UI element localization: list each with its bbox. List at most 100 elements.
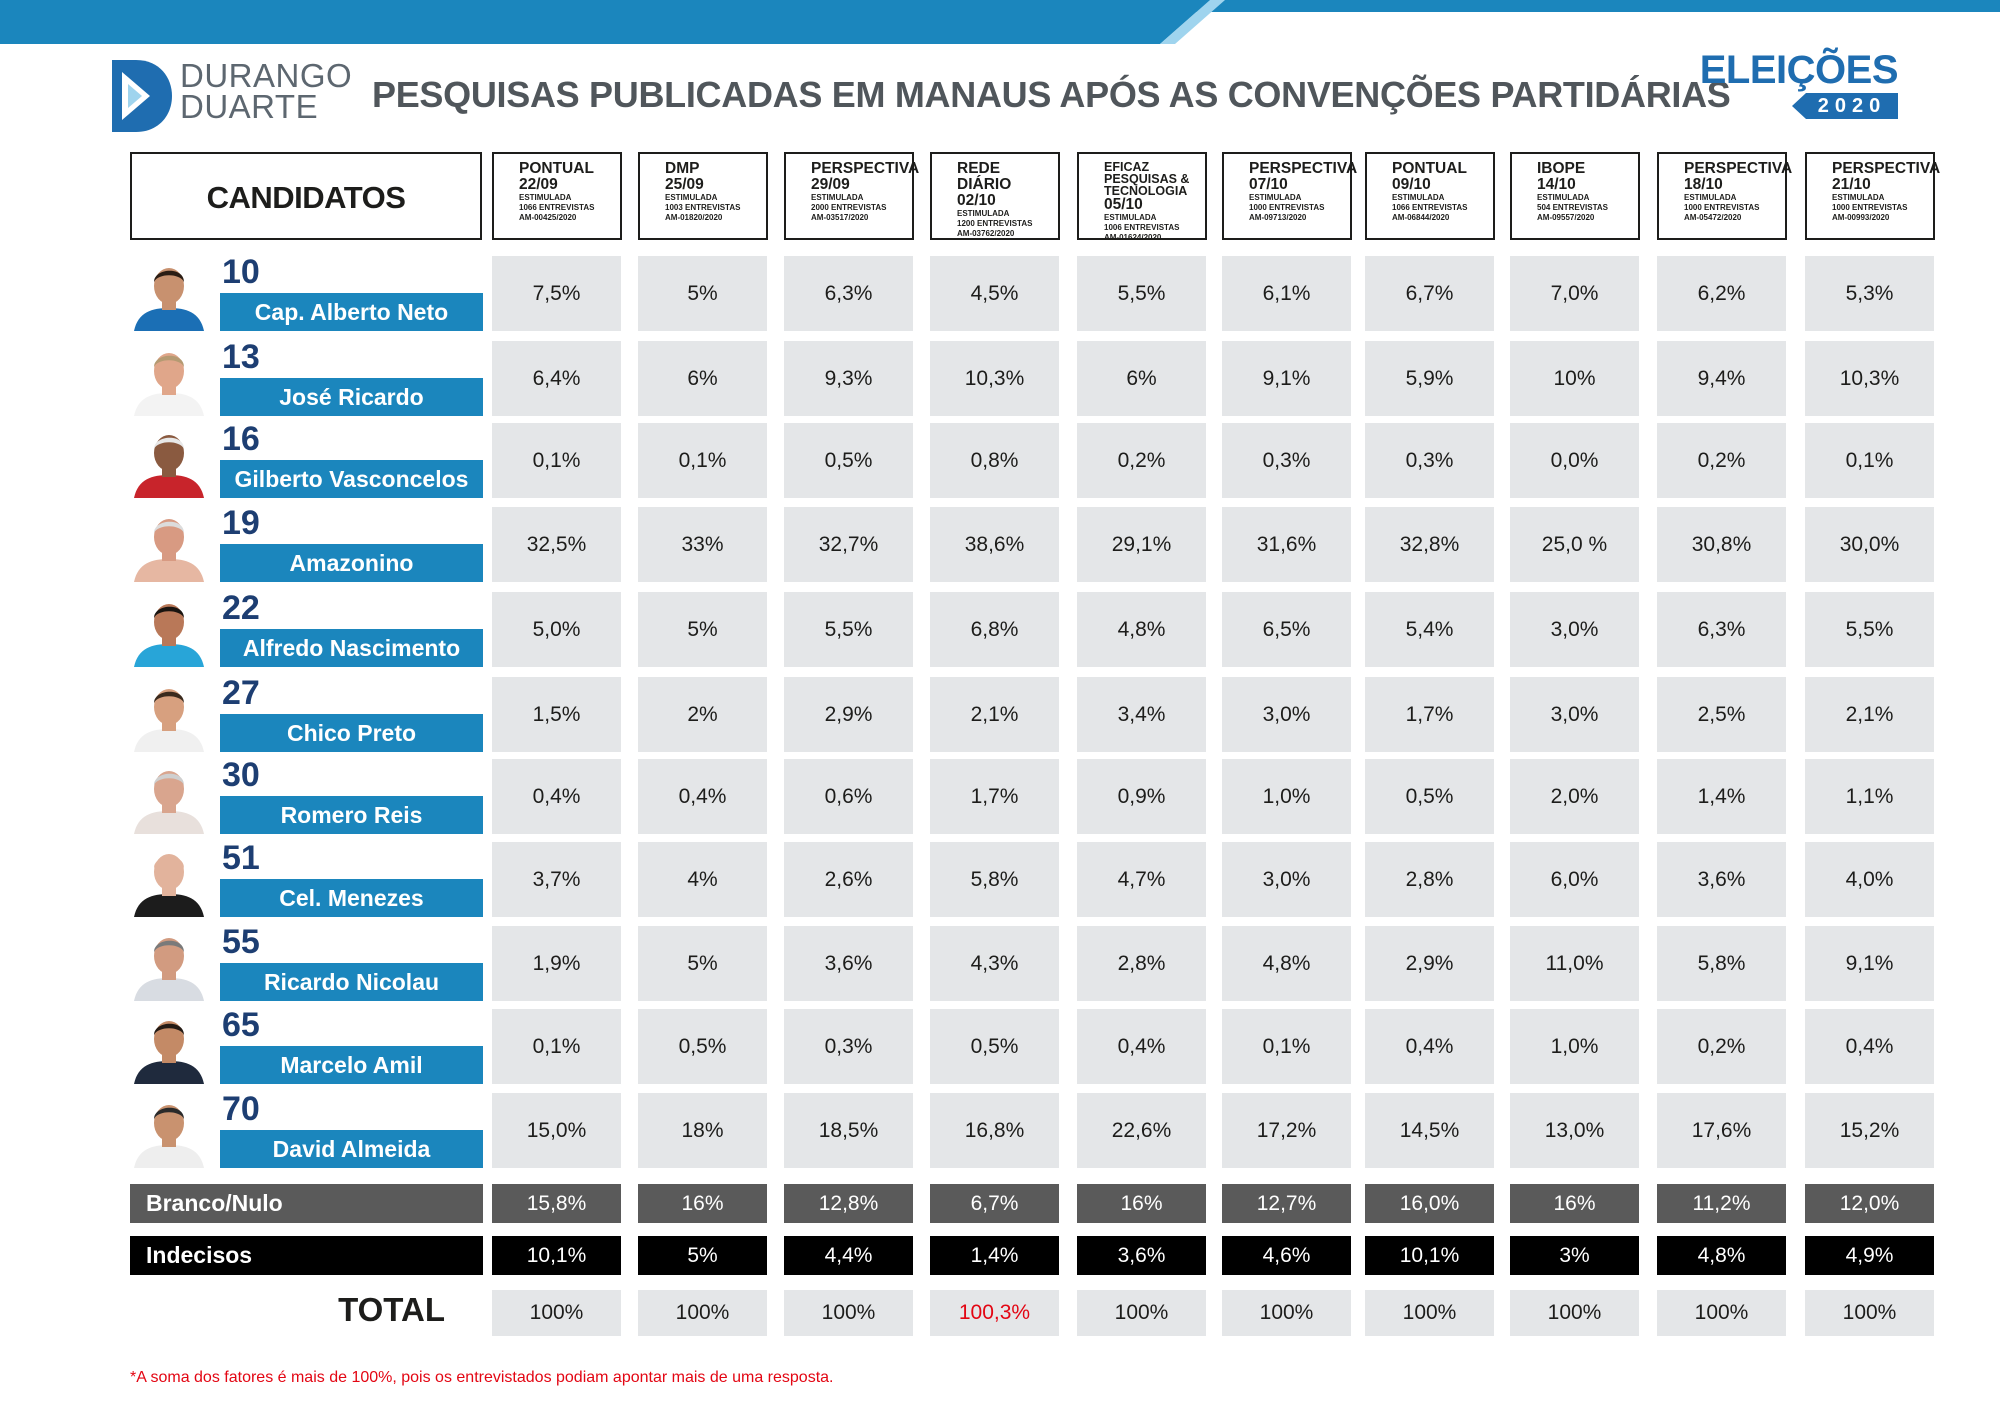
durango-duarte-logo: DURANGO DUARTE [110,58,352,134]
candidate-number: 10 [222,253,260,291]
poll-date: 14/10 [1537,176,1576,193]
poll-value-cell: 9,3% [784,341,913,416]
candidate-portrait-icon [130,926,208,1001]
top-banner [0,0,2000,44]
poll-value: 4% [687,868,718,891]
poll-value: 0,1% [532,449,581,472]
poll-value: 10,3% [1839,367,1900,390]
total-value: 100% [1077,1290,1206,1336]
poll-value-cell: 0,4% [1805,1009,1934,1084]
candidate-portrait-icon [130,423,208,498]
poll-value-cell: 10% [1510,341,1639,416]
candidate-portrait-icon [130,842,208,917]
poll-value: 4,3% [970,952,1019,975]
poll-name: REDE DIÁRIO [957,160,1012,193]
badge-word: ELEIÇÕES [1699,48,1899,92]
candidate-number: 70 [222,1090,260,1128]
poll-value: 5,5% [1845,618,1894,641]
poll-value: 0,9% [1117,785,1166,808]
poll-header-3: PERSPECTIVA 29/09 ESTIMULADA 2000 ENTREVIST… [784,152,919,240]
poll-header-1: PONTUAL 22/09 ESTIMULADA 1066 ENTREVISTAS AM… [492,152,622,240]
poll-name: PONTUAL [1392,160,1467,177]
candidate-photo [130,256,208,331]
poll-registration: AM-09713/2020 [1249,213,1307,222]
candidate-name: Amazonino [220,544,483,582]
poll-value: 0,3% [824,1035,873,1058]
poll-sample: 2000 ENTREVISTAS [811,203,887,212]
total-value: 100% [1510,1290,1639,1336]
poll-value-cell: 0,4% [1365,1009,1494,1084]
poll-value: 32,8% [1399,533,1460,556]
poll-value: 6,8% [970,618,1019,641]
poll-value: 5,4% [1405,618,1454,641]
poll-value: 5,0% [532,618,581,641]
poll-value-cell: 22,6% [1077,1093,1206,1168]
poll-value: 5% [687,618,718,641]
poll-value: 1,5% [532,703,581,726]
poll-type: ESTIMULADA [957,209,1010,218]
total-value: 100% [1365,1290,1494,1336]
poll-value: 7,0% [1550,282,1599,305]
indecisos-value: 10,1% [492,1236,621,1275]
poll-value-cell: 5,5% [1077,256,1206,331]
poll-value: 5,5% [1117,282,1166,305]
poll-date: 29/09 [811,176,850,193]
branco_nulo-value: 12,8% [784,1184,913,1223]
poll-date: 07/10 [1249,176,1288,193]
poll-value-cell: 6,1% [1222,256,1351,331]
badge-year: 2020 [1806,93,1898,119]
poll-value: 6,0% [1550,868,1599,891]
poll-value-cell: 32,8% [1365,507,1494,582]
poll-value-cell: 0,4% [1077,1009,1206,1084]
poll-value: 2,1% [1845,703,1894,726]
poll-value: 3,6% [824,952,873,975]
poll-value-cell: 0,1% [492,1009,621,1084]
poll-value-cell: 0,0% [1510,423,1639,498]
poll-value-cell: 0,9% [1077,759,1206,834]
poll-registration: AM-06844/2020 [1392,213,1450,222]
poll-header-6: PERSPECTIVA 07/10 ESTIMULADA 1000 ENTREVIST… [1222,152,1357,240]
poll-value-cell: 3,6% [784,926,913,1001]
candidate-name: Cel. Menezes [220,879,483,917]
poll-value: 2,1% [970,703,1019,726]
poll-value: 0,3% [1405,449,1454,472]
poll-value-cell: 9,1% [1805,926,1934,1001]
candidate-photo [130,926,208,1001]
poll-value-cell: 0,1% [492,423,621,498]
poll-value: 6% [1126,367,1157,390]
poll-value-cell: 5,8% [1657,926,1786,1001]
poll-value: 0,5% [824,449,873,472]
poll-header-7: PONTUAL 09/10 ESTIMULADA 1066 ENTREVISTAS AM… [1365,152,1495,240]
poll-value: 6,2% [1697,282,1746,305]
poll-value-cell: 5,3% [1805,256,1934,331]
poll-value: 2,5% [1697,703,1746,726]
poll-sample: 1003 ENTREVISTAS [665,203,741,212]
poll-value: 5,9% [1405,367,1454,390]
poll-value-cell: 1,9% [492,926,621,1001]
poll-type: ESTIMULADA [519,193,572,202]
branco_nulo-value: 15,8% [492,1184,621,1223]
poll-value-cell: 3,4% [1077,677,1206,752]
candidate-name: José Ricardo [220,378,483,416]
candidate-name: Marcelo Amil [220,1046,483,1084]
poll-value: 2,0% [1550,785,1599,808]
candidate-name: Ricardo Nicolau [220,963,483,1001]
poll-value-cell: 0,2% [1077,423,1206,498]
poll-value: 7,5% [532,282,581,305]
poll-value: 33% [681,533,724,556]
candidate-photo [130,1093,208,1168]
poll-registration: AM-03762/2020 [957,229,1015,238]
total-value: 100% [492,1290,621,1336]
candidates-header: CANDIDATOS [130,152,482,240]
logo-line-1: DURANGO [180,57,353,94]
branco_nulo-value: 16% [1077,1184,1206,1223]
poll-name: PERSPECTIVA [1832,160,1941,177]
poll-value-cell: 5% [638,592,767,667]
poll-value-cell: 3,0% [1510,677,1639,752]
poll-value: 25,0 % [1541,533,1608,556]
candidate-number: 27 [222,674,260,712]
poll-value: 0,2% [1697,1035,1746,1058]
poll-value-cell: 1,5% [492,677,621,752]
poll-value-cell: 17,6% [1657,1093,1786,1168]
poll-value-cell: 4,8% [1077,592,1206,667]
